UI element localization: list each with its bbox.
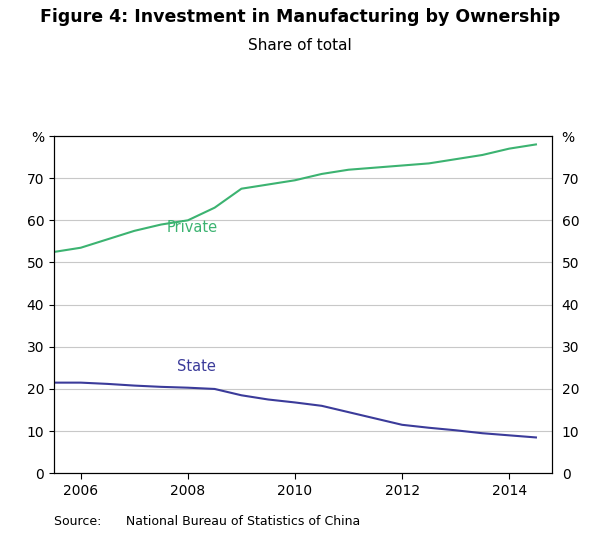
Text: Share of total: Share of total xyxy=(248,38,352,53)
Text: Figure 4: Investment in Manufacturing by Ownership: Figure 4: Investment in Manufacturing by… xyxy=(40,8,560,26)
Text: Source:    National Bureau of Statistics of China: Source: National Bureau of Statistics of… xyxy=(54,515,360,528)
Text: State: State xyxy=(177,359,216,374)
Text: Private: Private xyxy=(166,220,218,235)
